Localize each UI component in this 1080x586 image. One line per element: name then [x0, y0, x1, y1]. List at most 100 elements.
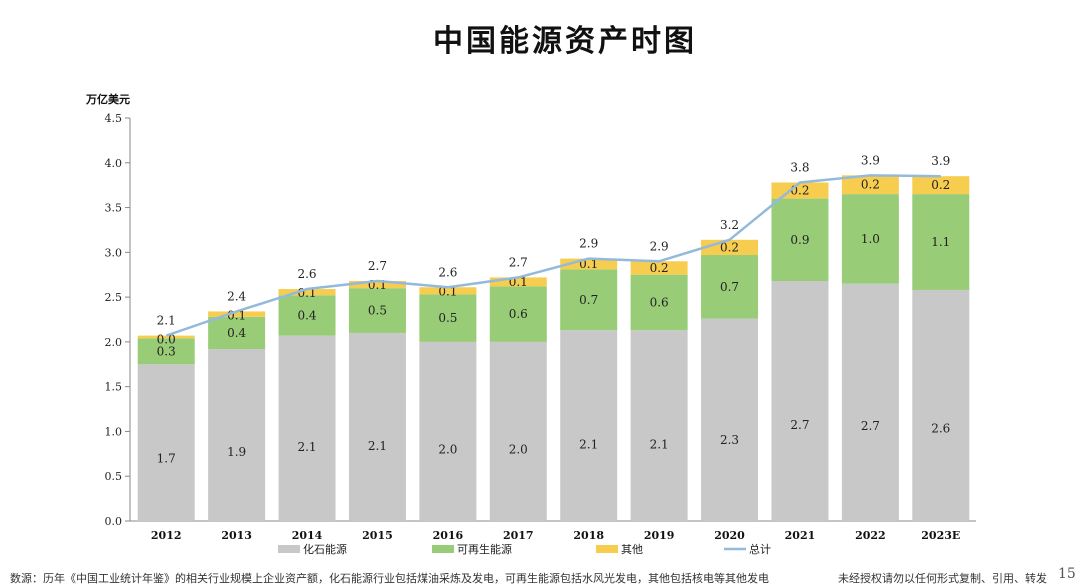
bar-segment-renewable — [137, 338, 195, 365]
total-value-label: 2.9 — [579, 237, 598, 251]
total-value-label: 2.1 — [157, 314, 176, 328]
bar-value-label: 2.3 — [720, 433, 739, 447]
legend-label: 化石能源 — [303, 542, 347, 556]
bar-value-label: 2.6 — [931, 422, 950, 436]
x-tick-label: 2014 — [292, 529, 323, 542]
x-tick-label: 2022 — [855, 529, 886, 542]
legend-label: 可再生能源 — [457, 542, 512, 556]
bar-value-label: 2.1 — [297, 440, 316, 454]
bar-value-label: 0.7 — [579, 293, 598, 307]
bar-segment-fossil — [348, 332, 406, 521]
bar-segment-renewable — [278, 295, 336, 336]
legend-swatch — [278, 545, 300, 553]
page-title: 中国能源资产时图 — [433, 24, 697, 59]
legend-label: 其他 — [621, 543, 643, 556]
bar-value-label: 2.1 — [650, 438, 669, 452]
bar-segment-fossil — [771, 280, 829, 521]
bar-value-label: 0.7 — [720, 280, 739, 294]
bar-segment-renewable — [701, 255, 759, 319]
x-tick-label: 2017 — [503, 529, 534, 542]
bar-segment-other — [560, 258, 618, 270]
y-tick-label: 4.5 — [105, 112, 123, 125]
bar-segment-fossil — [630, 330, 688, 521]
x-tick-label: 2021 — [785, 529, 816, 542]
total-value-label: 3.9 — [861, 153, 880, 167]
x-tick-label: 2018 — [573, 529, 604, 542]
total-value-label: 2.6 — [438, 265, 457, 279]
bar-value-label: 2.1 — [579, 438, 598, 452]
bar-value-label: 1.1 — [931, 235, 950, 249]
bar-segment-renewable — [560, 269, 618, 331]
bar-segment-fossil — [701, 318, 759, 521]
y-tick-label: 0.5 — [105, 470, 123, 483]
page-number: 15 — [1058, 566, 1076, 582]
legend-swatch — [596, 545, 618, 553]
bar-segment-fossil — [489, 341, 547, 521]
bar-segment-other — [630, 261, 688, 275]
source-note: 数源：历年《中国工业统计年鉴》的相关行业规模上企业资产额，化石能源行业包括煤油采… — [10, 572, 769, 585]
bar-value-label: 0.2 — [720, 240, 739, 254]
legend-swatch — [432, 545, 454, 553]
bar-value-label: 0.4 — [227, 326, 246, 340]
bar-segment-renewable — [489, 286, 547, 342]
bar-value-label: 0.6 — [509, 307, 528, 321]
x-tick-label: 2019 — [644, 529, 675, 542]
bar-segment-fossil — [560, 330, 618, 521]
total-value-label: 2.7 — [368, 259, 387, 273]
bar-value-label: 1.0 — [861, 232, 880, 246]
total-value-label: 3.2 — [720, 218, 739, 232]
y-tick-label: 0.0 — [105, 515, 123, 528]
bar-value-label: 0.4 — [297, 308, 316, 322]
bar-segment-other — [208, 311, 266, 317]
bar-segment-other — [489, 277, 547, 287]
bar-segment-fossil — [278, 335, 336, 521]
copyright-notice: 未经授权请勿以任何形式复制、引用、转发 — [838, 572, 1047, 585]
total-value-label: 2.4 — [227, 289, 246, 303]
total-line — [165, 174, 941, 337]
bar-value-label: 1.9 — [227, 445, 246, 459]
y-tick-label: 1.0 — [105, 425, 123, 438]
total-value-label: 2.7 — [509, 255, 528, 269]
bar-segment-other — [137, 335, 195, 339]
bar-segment-fossil — [137, 364, 195, 521]
bar-segment-fossil — [912, 289, 970, 521]
total-value-label: 2.9 — [650, 239, 669, 253]
y-tick-label: 2.5 — [105, 291, 123, 304]
bar-value-label: 0.3 — [157, 344, 176, 358]
x-tick-label: 2016 — [433, 529, 464, 542]
legend-label: 总计 — [749, 542, 771, 556]
y-tick-label: 4.0 — [105, 157, 123, 170]
x-tick-label: 2020 — [714, 529, 745, 542]
bar-segment-renewable — [348, 288, 406, 333]
bar-value-label: 0.2 — [790, 184, 809, 198]
bar-segment-other — [912, 176, 970, 195]
total-value-label: 3.9 — [931, 154, 950, 168]
bar-segment-fossil — [208, 349, 266, 521]
bar-value-label: 2.7 — [790, 418, 809, 432]
bar-segment-fossil — [419, 341, 477, 521]
bar-segment-other — [419, 287, 477, 295]
y-tick-label: 1.5 — [105, 381, 123, 394]
x-tick-label: 2012 — [151, 529, 182, 542]
y-tick-label: 2.0 — [105, 336, 123, 349]
x-tick-label: 2023E — [921, 529, 960, 542]
bar-segment-renewable — [419, 294, 477, 342]
y-tick-label: 3.0 — [105, 246, 123, 259]
x-tick-label: 2015 — [362, 529, 393, 542]
y-tick-label: 3.5 — [105, 202, 123, 215]
bar-segment-renewable — [771, 198, 829, 281]
bar-value-label: 0.9 — [790, 233, 809, 247]
bar-value-label: 0.2 — [861, 178, 880, 192]
total-value-label: 2.6 — [297, 267, 316, 281]
bar-segment-renewable — [630, 274, 688, 331]
bar-segment-other — [841, 175, 899, 195]
bar-value-label: 2.1 — [368, 439, 387, 453]
bar-value-label: 0.2 — [931, 178, 950, 192]
bar-value-label: 0.6 — [650, 295, 669, 309]
x-tick-label: 2013 — [221, 529, 252, 542]
bar-segment-renewable — [841, 194, 899, 284]
bar-value-label: 0.0 — [157, 333, 176, 347]
bar-segment-renewable — [208, 316, 266, 350]
bar-value-label: 0.5 — [368, 304, 387, 318]
